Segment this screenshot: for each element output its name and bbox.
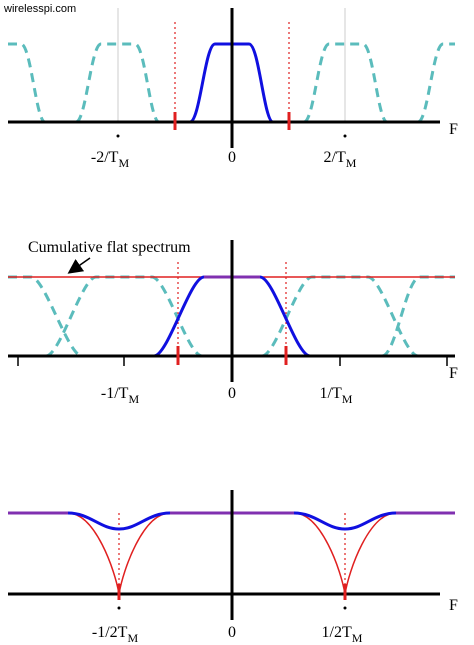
label-part: M bbox=[346, 156, 357, 170]
axis-label: F bbox=[449, 597, 458, 614]
annotation: Cumulative flat spectrum bbox=[28, 239, 191, 256]
tick-label: -2/TM bbox=[91, 149, 130, 170]
tick-label: 1/2TM bbox=[322, 624, 363, 645]
label-part: 2/T bbox=[324, 149, 346, 166]
tick-label: 2/TM bbox=[324, 149, 357, 170]
watermark: wirelesspi.com bbox=[3, 3, 76, 15]
label-part: M bbox=[352, 631, 363, 645]
tick-label: 1/TM bbox=[320, 385, 353, 406]
label-part: -1/T bbox=[101, 385, 129, 402]
label-part: -2/T bbox=[91, 149, 119, 166]
tick-label: 0 bbox=[228, 624, 236, 641]
tick-label: -1/2TM bbox=[92, 624, 139, 645]
panel-1: F -2/TM 0 2/TM bbox=[8, 8, 458, 170]
label-part: M bbox=[118, 156, 129, 170]
label-part: 1/T bbox=[320, 385, 342, 402]
label-part: M bbox=[128, 392, 139, 406]
label-part: M bbox=[342, 392, 353, 406]
tick-label: -1/TM bbox=[101, 385, 140, 406]
axis-label: F bbox=[449, 121, 458, 138]
panel-3: F -1/2TM 0 1/2TM bbox=[8, 490, 458, 645]
label-part: M bbox=[127, 631, 138, 645]
axis-label: F bbox=[449, 365, 458, 382]
label-part: -1/2T bbox=[92, 624, 128, 641]
label-part: 1/2T bbox=[322, 624, 352, 641]
panel-2: Cumulative flat spectrum F -1/TM 0 1/TM bbox=[8, 239, 458, 406]
tick-label: 0 bbox=[228, 385, 236, 402]
tick-label: 0 bbox=[228, 149, 236, 166]
